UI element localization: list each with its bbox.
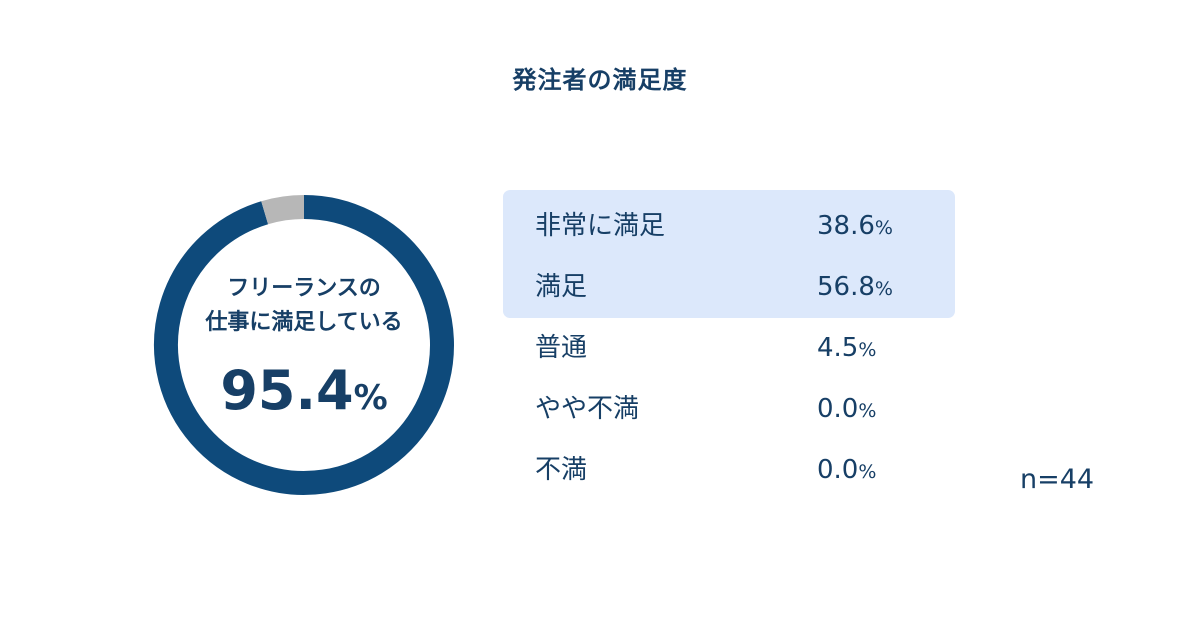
legend-label: 普通 — [535, 333, 588, 363]
legend-label: やや不満 — [535, 394, 640, 424]
legend-value: 0.0% — [817, 450, 876, 492]
legend-value-unit: % — [874, 217, 893, 239]
legend-label: 非常に満足 — [535, 211, 666, 241]
legend-label: 満足 — [535, 272, 588, 302]
legend-label: 不満 — [535, 455, 588, 485]
legend-value-number: 0.0 — [817, 455, 859, 485]
legend-row-satisfied: 満足 56.8% — [535, 267, 955, 307]
legend-value-unit: % — [858, 461, 877, 483]
legend-value: 56.8% — [817, 267, 893, 309]
legend-row-somewhat-dissatisfied: やや不満 0.0% — [535, 389, 955, 429]
legend-value-number: 38.6 — [817, 211, 875, 241]
donut-center-value: 95.4% — [152, 361, 456, 428]
donut-segment-1 — [261, 195, 305, 225]
sample-size: n=44 — [1020, 464, 1095, 495]
donut-center-line-1: フリーランスの — [227, 276, 381, 301]
legend-value-unit: % — [858, 339, 877, 361]
chart-title: 発注者の満足度 — [512, 66, 688, 94]
legend-value-number: 56.8 — [817, 272, 875, 302]
legend-value-number: 0.0 — [817, 394, 859, 424]
legend-row-dissatisfied: 不満 0.0% — [535, 450, 955, 490]
donut-chart: フリーランスの 仕事に満足している 95.4% — [152, 193, 456, 497]
legend-value: 4.5% — [817, 328, 876, 370]
legend-row-neutral: 普通 4.5% — [535, 328, 955, 368]
donut-svg — [154, 195, 454, 495]
legend-value-number: 4.5 — [817, 333, 859, 363]
highlight-box — [503, 190, 955, 318]
donut-center-line-2: 仕事に満足している — [205, 310, 403, 335]
legend-value-unit: % — [858, 400, 877, 422]
legend-value: 38.6% — [817, 206, 893, 248]
donut-center-number: 95.4 — [220, 359, 354, 422]
donut-center-unit: % — [353, 378, 388, 418]
donut-segment-0 — [154, 195, 454, 495]
legend-value-unit: % — [874, 278, 893, 300]
legend-value: 0.0% — [817, 389, 876, 431]
legend-row-very-satisfied: 非常に満足 38.6% — [535, 206, 955, 246]
